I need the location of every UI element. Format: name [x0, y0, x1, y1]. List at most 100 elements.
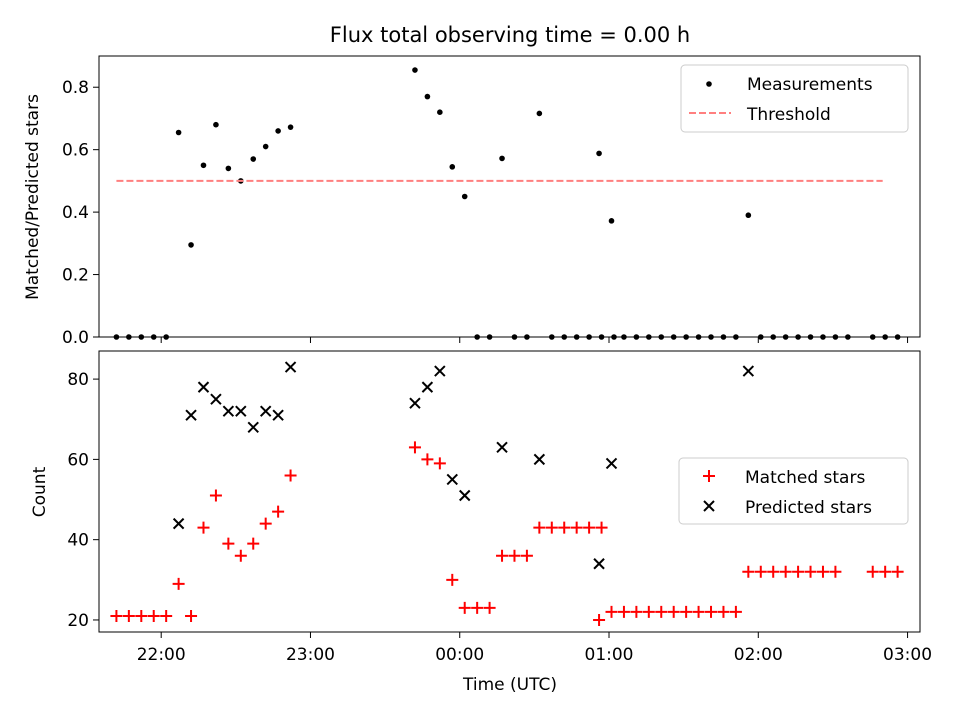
point-measurements [200, 162, 207, 169]
point-measurements [745, 212, 752, 219]
point-matched-stars [197, 521, 210, 534]
point-matched-stars [705, 605, 718, 618]
point-predicted-stars [247, 421, 259, 433]
bottom-legend: Matched stars Predicted stars [678, 457, 909, 525]
point-measurements [175, 129, 182, 136]
point-matched-stars [891, 565, 904, 578]
point-predicted-stars [421, 381, 434, 393]
legend-matched-marker [703, 470, 715, 482]
legend-measurements-marker [706, 81, 712, 87]
point-predicted-stars [259, 405, 272, 417]
point-matched-stars [593, 613, 606, 626]
point-matched-stars [446, 573, 459, 586]
point-predicted-stars [409, 397, 421, 409]
point-measurements [461, 193, 468, 200]
point-matched-stars [520, 549, 533, 562]
point-measurements [608, 218, 615, 224]
point-predicted-stars [496, 441, 508, 454]
bottom-legend-box [678, 457, 909, 525]
bottom-y-tick-label: 60 [67, 450, 89, 470]
point-measurements [250, 156, 257, 162]
point-matched-stars [667, 605, 680, 618]
point-matched-stars [779, 565, 792, 578]
top-y-tick-label: 0.2 [62, 266, 89, 286]
top-axes: 0.0 0.2 0.4 0.6 0.8 [62, 55, 921, 348]
bottom-axes: 20 40 60 80 22:00 23:00 00:00 01:00 02:00 03:00 [67, 350, 932, 665]
point-predicted-stars [742, 365, 755, 377]
legend-measurements-label: Measurements [747, 75, 873, 95]
x-axis-label: Time (UTC) [462, 675, 557, 695]
point-matched-stars [408, 441, 421, 454]
bottom-x-tick-label: 22:00 [137, 645, 186, 665]
point-matched-stars [259, 517, 272, 530]
point-predicted-stars [605, 457, 618, 470]
point-matched-stars [122, 609, 135, 622]
point-matched-stars [804, 565, 817, 578]
point-measurements [499, 155, 505, 162]
point-matched-stars [692, 605, 705, 618]
legend-predicted-label: Predicted stars [745, 498, 872, 518]
point-predicted-stars [533, 453, 546, 466]
legend-threshold-label: Threshold [746, 105, 831, 125]
point-predicted-stars [284, 361, 297, 373]
point-predicted-stars [593, 558, 605, 570]
point-measurements [225, 165, 232, 172]
point-matched-stars [222, 537, 235, 550]
point-predicted-stars [235, 405, 247, 417]
point-matched-stars [655, 605, 668, 618]
point-predicted-stars [272, 409, 284, 421]
bottom-x-tick-label: 01:00 [585, 645, 634, 665]
top-y-tick-label: 0.8 [62, 78, 89, 98]
legend-predicted-marker [703, 500, 715, 512]
legend-matched-label: Matched stars [745, 468, 865, 488]
point-matched-stars [642, 605, 655, 618]
bottom-y-axis-label: Count [30, 466, 50, 517]
point-matched-stars [816, 565, 829, 578]
point-measurements [536, 110, 543, 117]
point-measurements [449, 164, 456, 170]
top-legend: Measurements Threshold [680, 64, 909, 133]
point-matched-stars [471, 601, 484, 614]
point-matched-stars [110, 609, 123, 622]
point-matched-stars [595, 521, 608, 534]
point-measurements [275, 128, 281, 134]
point-matched-stars [433, 457, 446, 470]
point-measurements [412, 67, 418, 73]
bottom-x-tick-label: 00:00 [435, 645, 484, 665]
point-predicted-stars [197, 381, 210, 393]
point-matched-stars [483, 601, 496, 614]
point-matched-stars [617, 605, 630, 618]
point-measurements [596, 150, 602, 157]
point-matched-stars [605, 605, 618, 618]
point-matched-stars [792, 565, 805, 578]
point-matched-stars [729, 605, 742, 618]
point-measurements [424, 93, 431, 100]
point-matched-stars [545, 521, 558, 534]
point-matched-stars [458, 601, 471, 614]
top-y-axis-label: Matched/Predicted stars [23, 94, 43, 300]
point-predicted-stars [210, 393, 222, 405]
point-matched-stars [496, 549, 509, 562]
point-predicted-stars [446, 473, 458, 486]
point-matched-stars [185, 609, 198, 622]
point-measurements [213, 121, 219, 128]
point-measurements [188, 242, 194, 248]
point-matched-stars [717, 605, 730, 618]
point-matched-stars [234, 549, 247, 562]
point-predicted-stars [434, 365, 446, 377]
bottom-x-tick-label: 23:00 [286, 645, 335, 665]
point-predicted-stars [185, 409, 197, 421]
bottom-y-tick-label: 80 [67, 370, 89, 390]
point-matched-stars [879, 565, 892, 578]
top-legend-box [680, 64, 909, 133]
point-matched-stars [272, 505, 285, 518]
point-predicted-stars [172, 517, 185, 530]
point-matched-stars [421, 453, 434, 466]
point-matched-stars [247, 537, 260, 550]
top-axes-frame [98, 55, 921, 338]
point-predicted-stars [222, 405, 235, 417]
point-matched-stars [284, 469, 297, 482]
point-matched-stars [558, 521, 571, 534]
point-matched-stars [583, 521, 596, 534]
